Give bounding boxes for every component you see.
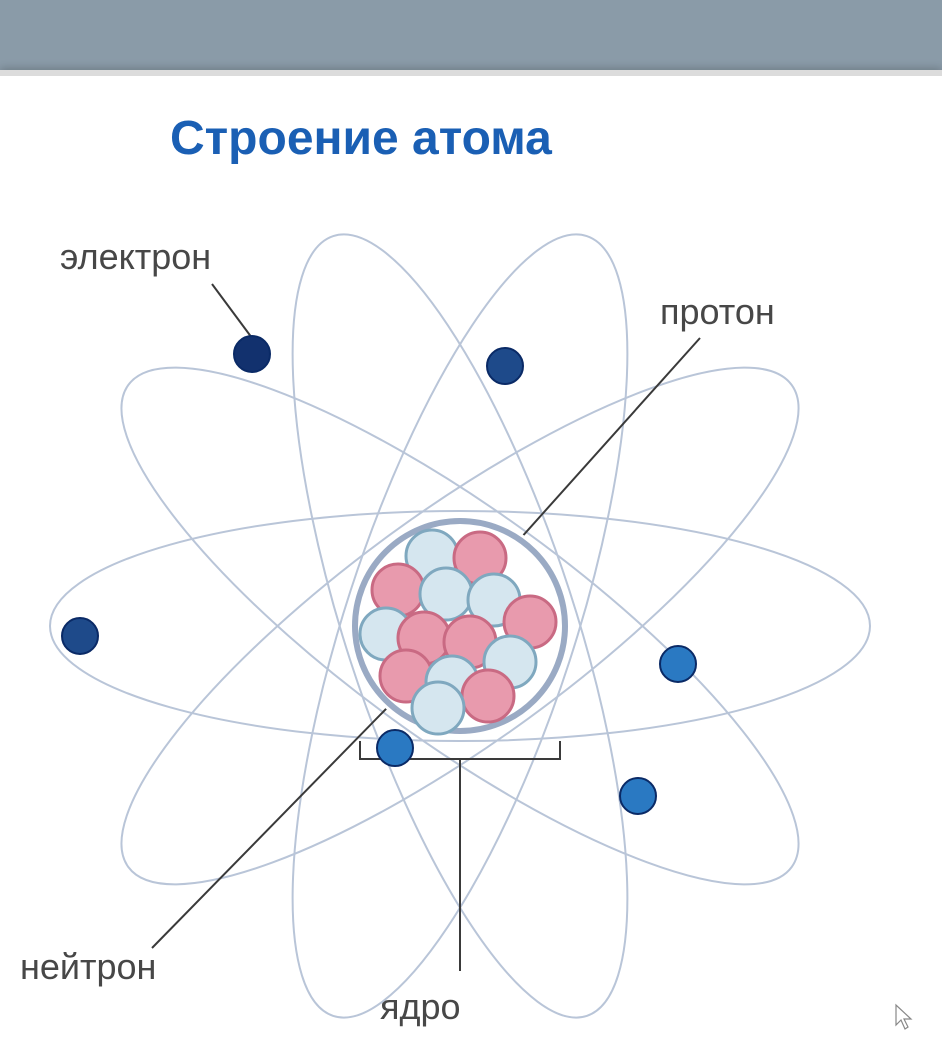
neutron-particle xyxy=(412,682,464,734)
slide-window: Строение атома электрон протон нейтрон я… xyxy=(0,70,942,1043)
atom-svg xyxy=(0,76,942,1043)
screen-background: Строение атома электрон протон нейтрон я… xyxy=(0,0,942,1043)
electron-particle xyxy=(234,336,270,372)
electron-particle xyxy=(377,730,413,766)
electron-leader xyxy=(212,284,252,338)
mouse-cursor-icon xyxy=(894,1003,914,1031)
electron-particle xyxy=(487,348,523,384)
proton-particle xyxy=(462,670,514,722)
nucleus-bracket xyxy=(360,741,560,971)
electron-particle xyxy=(62,618,98,654)
electron-particle xyxy=(660,646,696,682)
atom-diagram xyxy=(0,76,942,1043)
electron-particle xyxy=(620,778,656,814)
